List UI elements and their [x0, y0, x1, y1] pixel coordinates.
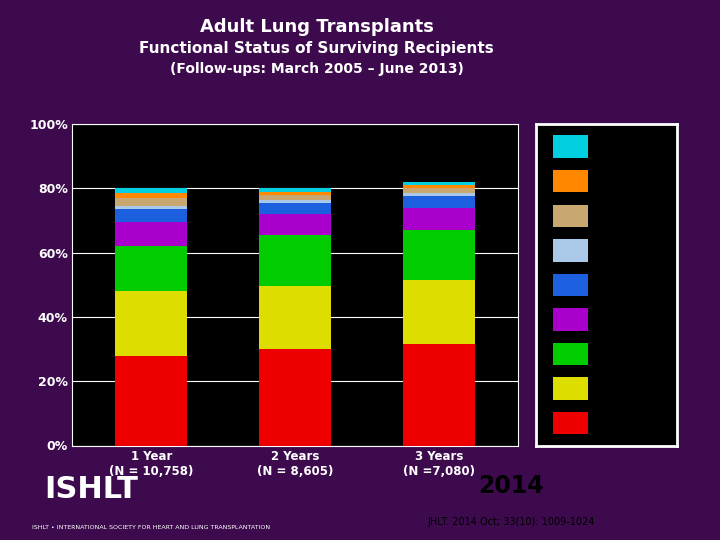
- Bar: [553, 239, 588, 261]
- Bar: [259, 200, 331, 203]
- Bar: [115, 188, 187, 193]
- Bar: [553, 343, 588, 365]
- Text: 2014: 2014: [478, 474, 544, 497]
- Bar: [553, 377, 588, 400]
- Bar: [403, 188, 475, 193]
- Bar: [259, 349, 331, 445]
- Text: ISHLT • INTERNATIONAL SOCIETY FOR HEART AND LUNG TRANSPLANTATION: ISHLT • INTERNATIONAL SOCIETY FOR HEART …: [32, 525, 270, 530]
- Bar: [403, 230, 475, 280]
- Bar: [259, 192, 331, 195]
- Bar: [403, 182, 475, 185]
- Text: Adult Lung Transplants: Adult Lung Transplants: [200, 18, 433, 36]
- Bar: [259, 203, 331, 214]
- Bar: [259, 214, 331, 235]
- Bar: [115, 198, 187, 206]
- Text: Functional Status of Surviving Recipients: Functional Status of Surviving Recipient…: [140, 41, 494, 56]
- Bar: [553, 136, 588, 158]
- Bar: [403, 193, 475, 197]
- Bar: [403, 280, 475, 345]
- Bar: [115, 206, 187, 210]
- Bar: [553, 308, 588, 330]
- Bar: [259, 188, 331, 192]
- Bar: [115, 355, 187, 445]
- Bar: [553, 205, 588, 227]
- Bar: [553, 274, 588, 296]
- Bar: [553, 170, 588, 192]
- Bar: [259, 235, 331, 286]
- Text: (Follow-ups: March 2005 – June 2013): (Follow-ups: March 2005 – June 2013): [170, 62, 464, 76]
- Bar: [553, 412, 588, 434]
- Bar: [115, 193, 187, 198]
- Bar: [115, 291, 187, 355]
- Bar: [115, 246, 187, 291]
- Text: JHLT. 2014 Oct; 33(10): 1009-1024: JHLT. 2014 Oct; 33(10): 1009-1024: [428, 517, 595, 526]
- Bar: [115, 222, 187, 246]
- Bar: [259, 286, 331, 349]
- Text: ISHLT: ISHLT: [44, 475, 138, 504]
- Bar: [403, 197, 475, 208]
- Bar: [115, 210, 187, 222]
- Bar: [259, 195, 331, 200]
- Bar: [403, 208, 475, 230]
- Bar: [403, 185, 475, 188]
- Bar: [403, 345, 475, 445]
